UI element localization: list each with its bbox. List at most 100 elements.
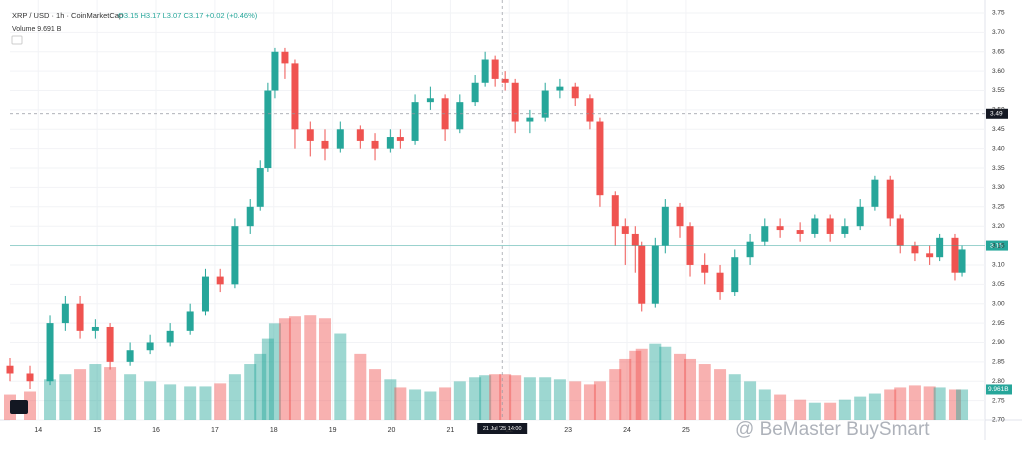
volume-bar (583, 384, 596, 420)
y-tick-label: 3.45 (992, 126, 1005, 133)
candle-body (216, 276, 224, 285)
candle-body (958, 249, 966, 273)
volume-bar (649, 343, 662, 420)
x-tick-label: 25 (682, 427, 690, 434)
candle-body (951, 237, 959, 273)
candle-body (526, 117, 534, 122)
volume-bar (164, 384, 177, 420)
overlay-layer: 3.15 9.961B 3.49 21 Jul '25 14:00 (10, 0, 1012, 434)
volume-bar (74, 369, 87, 420)
volume-bar (261, 338, 274, 420)
x-tick-label: 22 (505, 427, 513, 434)
volume-bar (509, 375, 522, 420)
volume-bar (908, 385, 921, 420)
candle-body (571, 86, 579, 99)
y-tick-label: 3.05 (992, 281, 1005, 288)
candle-body (886, 179, 894, 219)
candle-body (651, 245, 659, 304)
volume-bar (728, 374, 741, 420)
y-tick-label: 2.90 (992, 339, 1005, 346)
candle-body (621, 226, 629, 234)
crosshair-price-tag (986, 108, 1008, 119)
y-tick-label: 3.65 (992, 48, 1005, 55)
candle-body (611, 195, 619, 227)
volume-bar (674, 353, 687, 420)
volume-bar (453, 381, 466, 420)
candle-body (871, 179, 879, 207)
candle-body (321, 140, 329, 149)
candles-layer (6, 47, 966, 389)
volume-bar (489, 374, 502, 420)
volume-bar (424, 391, 437, 420)
chart-title: XRP / USD · 1h · CoinMarketCap (12, 11, 123, 20)
volume-bar (838, 399, 851, 420)
y-tick-label: 2.85 (992, 359, 1005, 366)
current-price-tag (986, 240, 1008, 251)
volume-bar (714, 369, 727, 420)
volume-bar (758, 389, 771, 420)
volume-bar (794, 399, 807, 420)
candle-body (386, 137, 394, 149)
volume-bar (144, 381, 157, 420)
candle-body (586, 98, 594, 122)
collapse-button[interactable] (11, 35, 23, 45)
candle-body (371, 140, 379, 149)
tv-logo (10, 400, 28, 414)
y-tick-label: 3.70 (992, 29, 1005, 36)
candle-body (811, 218, 819, 234)
x-tick-label: 18 (270, 427, 278, 434)
candle-body (701, 264, 709, 273)
candle-body (896, 218, 904, 246)
candle-body (661, 206, 669, 246)
volume-bar (684, 358, 697, 420)
candle-body (126, 350, 134, 362)
candle-body (26, 373, 34, 382)
candle-body (511, 82, 519, 122)
volume-legend: Volume 9.691 B (12, 26, 62, 33)
volume-bar (894, 387, 907, 420)
watermark: @ BeMaster BuySmart (735, 419, 930, 440)
candle-body (396, 137, 404, 141)
volume-bar (334, 333, 347, 420)
volume-bar (439, 387, 452, 420)
candle-body (826, 218, 834, 234)
candle-body (631, 233, 639, 246)
candle-body (491, 59, 499, 79)
volume-layer (4, 315, 969, 420)
y-tick-label: 3.25 (992, 204, 1005, 211)
candle-body (638, 245, 646, 304)
candle-body (46, 323, 54, 382)
candle-body (271, 51, 279, 91)
x-tick-label: 20 (388, 427, 396, 434)
volume-bar (868, 393, 881, 420)
candle-body (731, 257, 739, 293)
volume-bar (619, 358, 632, 420)
volume-bar (948, 389, 961, 420)
y-tick-label: 3.30 (992, 184, 1005, 191)
x-tick-label: 17 (211, 427, 219, 434)
candle-body (201, 276, 209, 312)
candle-body (911, 245, 919, 254)
y-tick-label: 3.40 (992, 145, 1005, 152)
volume-bar (318, 318, 331, 420)
candle-body (471, 82, 479, 103)
volume-bar (523, 377, 536, 420)
candle-body (291, 63, 299, 130)
volume-bar (698, 364, 711, 420)
grid (10, 0, 985, 421)
candle-body (91, 326, 99, 331)
y-tick-label: 3.50 (992, 107, 1005, 114)
x-tick-label: 16 (152, 427, 160, 434)
y-tick-label: 3.35 (992, 165, 1005, 172)
volume-bar (884, 389, 897, 420)
candle-body (776, 226, 784, 231)
y-tick-label: 3.10 (992, 262, 1005, 269)
current-price-label: 3.15 (990, 242, 1003, 249)
y-tick-label: 2.95 (992, 320, 1005, 327)
candle-body (76, 303, 84, 331)
volume-bar (659, 346, 672, 420)
volume-bar (44, 379, 57, 420)
volume-bar (124, 374, 137, 420)
